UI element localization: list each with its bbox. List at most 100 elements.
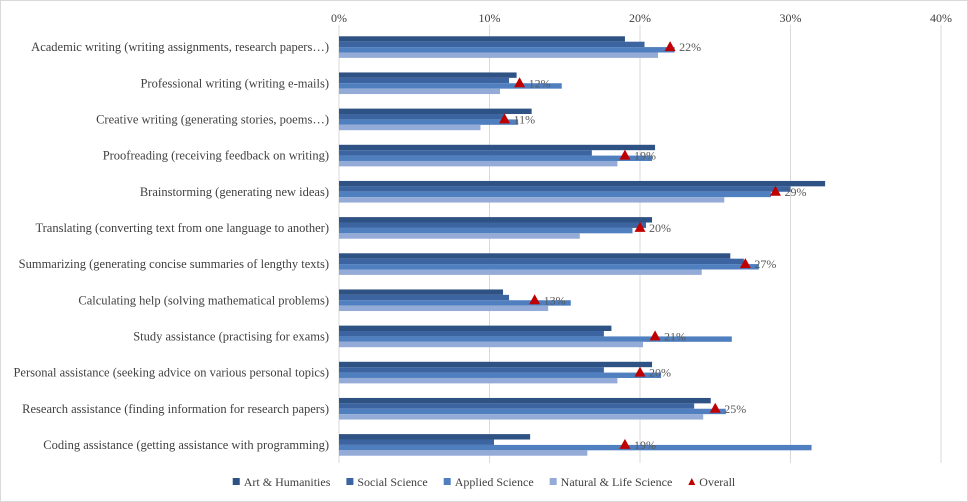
category-label: Calculating help (solving mathematical p… <box>78 293 329 307</box>
bar <box>339 36 625 42</box>
bar <box>339 294 510 301</box>
bar <box>339 144 656 151</box>
category-label: Summarizing (generating concise summarie… <box>19 257 329 271</box>
bar <box>339 233 580 239</box>
bar <box>339 414 704 420</box>
bar <box>339 227 633 234</box>
overall-marker <box>664 41 676 52</box>
bar <box>339 264 759 270</box>
bar <box>339 119 519 125</box>
category-label: Translating (converting text from one la… <box>35 221 329 235</box>
overall-data-label: 21% <box>664 329 686 343</box>
bar <box>339 52 659 58</box>
bar <box>339 191 771 198</box>
bar <box>339 108 532 115</box>
bar <box>339 269 702 275</box>
bar <box>339 397 711 404</box>
x-tick-label: 40% <box>930 11 952 25</box>
bar <box>339 155 653 161</box>
bar <box>339 258 744 265</box>
bar <box>339 83 562 89</box>
overall-marker <box>619 438 631 449</box>
bar <box>339 336 732 342</box>
bar <box>339 88 501 95</box>
bar <box>339 444 812 451</box>
legend-marker <box>688 478 696 485</box>
bar <box>339 72 517 78</box>
legend-swatch <box>346 478 354 485</box>
overall-data-label: 20% <box>649 221 671 235</box>
bar <box>339 305 549 312</box>
bar <box>339 124 481 131</box>
overall-marker <box>499 113 511 124</box>
bar <box>339 217 653 223</box>
bar <box>339 434 531 440</box>
x-tick-label: 0% <box>331 11 347 25</box>
overall-data-label: 19% <box>634 438 656 452</box>
legend-label: Social Science <box>357 475 427 489</box>
bar <box>339 325 612 332</box>
bar <box>339 186 791 192</box>
bar <box>339 41 645 48</box>
category-label: Proofreading (receiving feedback on writ… <box>103 149 329 163</box>
overall-data-label: 22% <box>679 40 701 54</box>
bar <box>339 150 592 156</box>
x-tick-label: 20% <box>629 11 651 25</box>
bar <box>339 403 695 409</box>
bar <box>339 47 675 53</box>
bar <box>339 197 725 203</box>
bar <box>339 450 588 456</box>
legend-label: Overall <box>699 475 736 489</box>
bar <box>339 367 604 373</box>
overall-marker <box>634 221 646 232</box>
legend-swatch <box>232 478 240 485</box>
bar <box>339 253 731 259</box>
bar <box>339 222 647 228</box>
overall-data-label: 19% <box>634 149 656 163</box>
category-label: Academic writing (writing assignments, r… <box>31 40 329 54</box>
x-tick-label: 10% <box>479 11 501 25</box>
bar <box>339 439 495 445</box>
overall-data-label: 20% <box>649 366 671 380</box>
bar <box>339 180 826 187</box>
overall-data-label: 29% <box>784 185 806 199</box>
bar <box>339 341 644 348</box>
overall-marker <box>634 366 646 377</box>
bar <box>339 77 510 84</box>
bar <box>339 331 604 337</box>
legend-swatch <box>549 478 557 485</box>
x-tick-label: 30% <box>780 11 802 25</box>
category-label: Personal assistance (seeking advice on v… <box>13 366 329 380</box>
overall-data-label: 13% <box>544 293 566 307</box>
category-label: Creative writing (generating stories, po… <box>96 112 329 126</box>
overall-marker <box>619 149 631 160</box>
legend-label: Natural & Life Science <box>561 475 673 489</box>
overall-data-label: 11% <box>514 112 536 126</box>
category-label: Study assistance (practising for exams) <box>133 329 329 343</box>
bar <box>339 300 571 306</box>
legend-label: Applied Science <box>455 475 534 489</box>
overall-data-label: 12% <box>529 76 551 90</box>
overall-marker <box>739 258 751 269</box>
category-label: Brainstorming (generating new ideas) <box>140 185 329 199</box>
overall-marker <box>649 330 661 341</box>
category-label: Research assistance (finding information… <box>22 402 329 416</box>
bar <box>339 408 726 415</box>
bar <box>339 289 504 295</box>
overall-marker <box>514 77 526 88</box>
bar <box>339 372 662 378</box>
bar <box>339 361 653 368</box>
category-label: Professional writing (writing e-mails) <box>140 76 329 90</box>
overall-marker <box>769 185 781 196</box>
overall-data-label: 27% <box>754 257 776 271</box>
legend-label: Art & Humanities <box>244 475 331 489</box>
category-label: Coding assistance (getting assistance wi… <box>43 438 329 452</box>
legend-swatch <box>443 478 451 485</box>
overall-marker <box>709 402 721 413</box>
bar <box>339 160 618 167</box>
bar <box>339 377 618 384</box>
overall-marker <box>529 294 541 305</box>
overall-data-label: 25% <box>724 402 746 416</box>
